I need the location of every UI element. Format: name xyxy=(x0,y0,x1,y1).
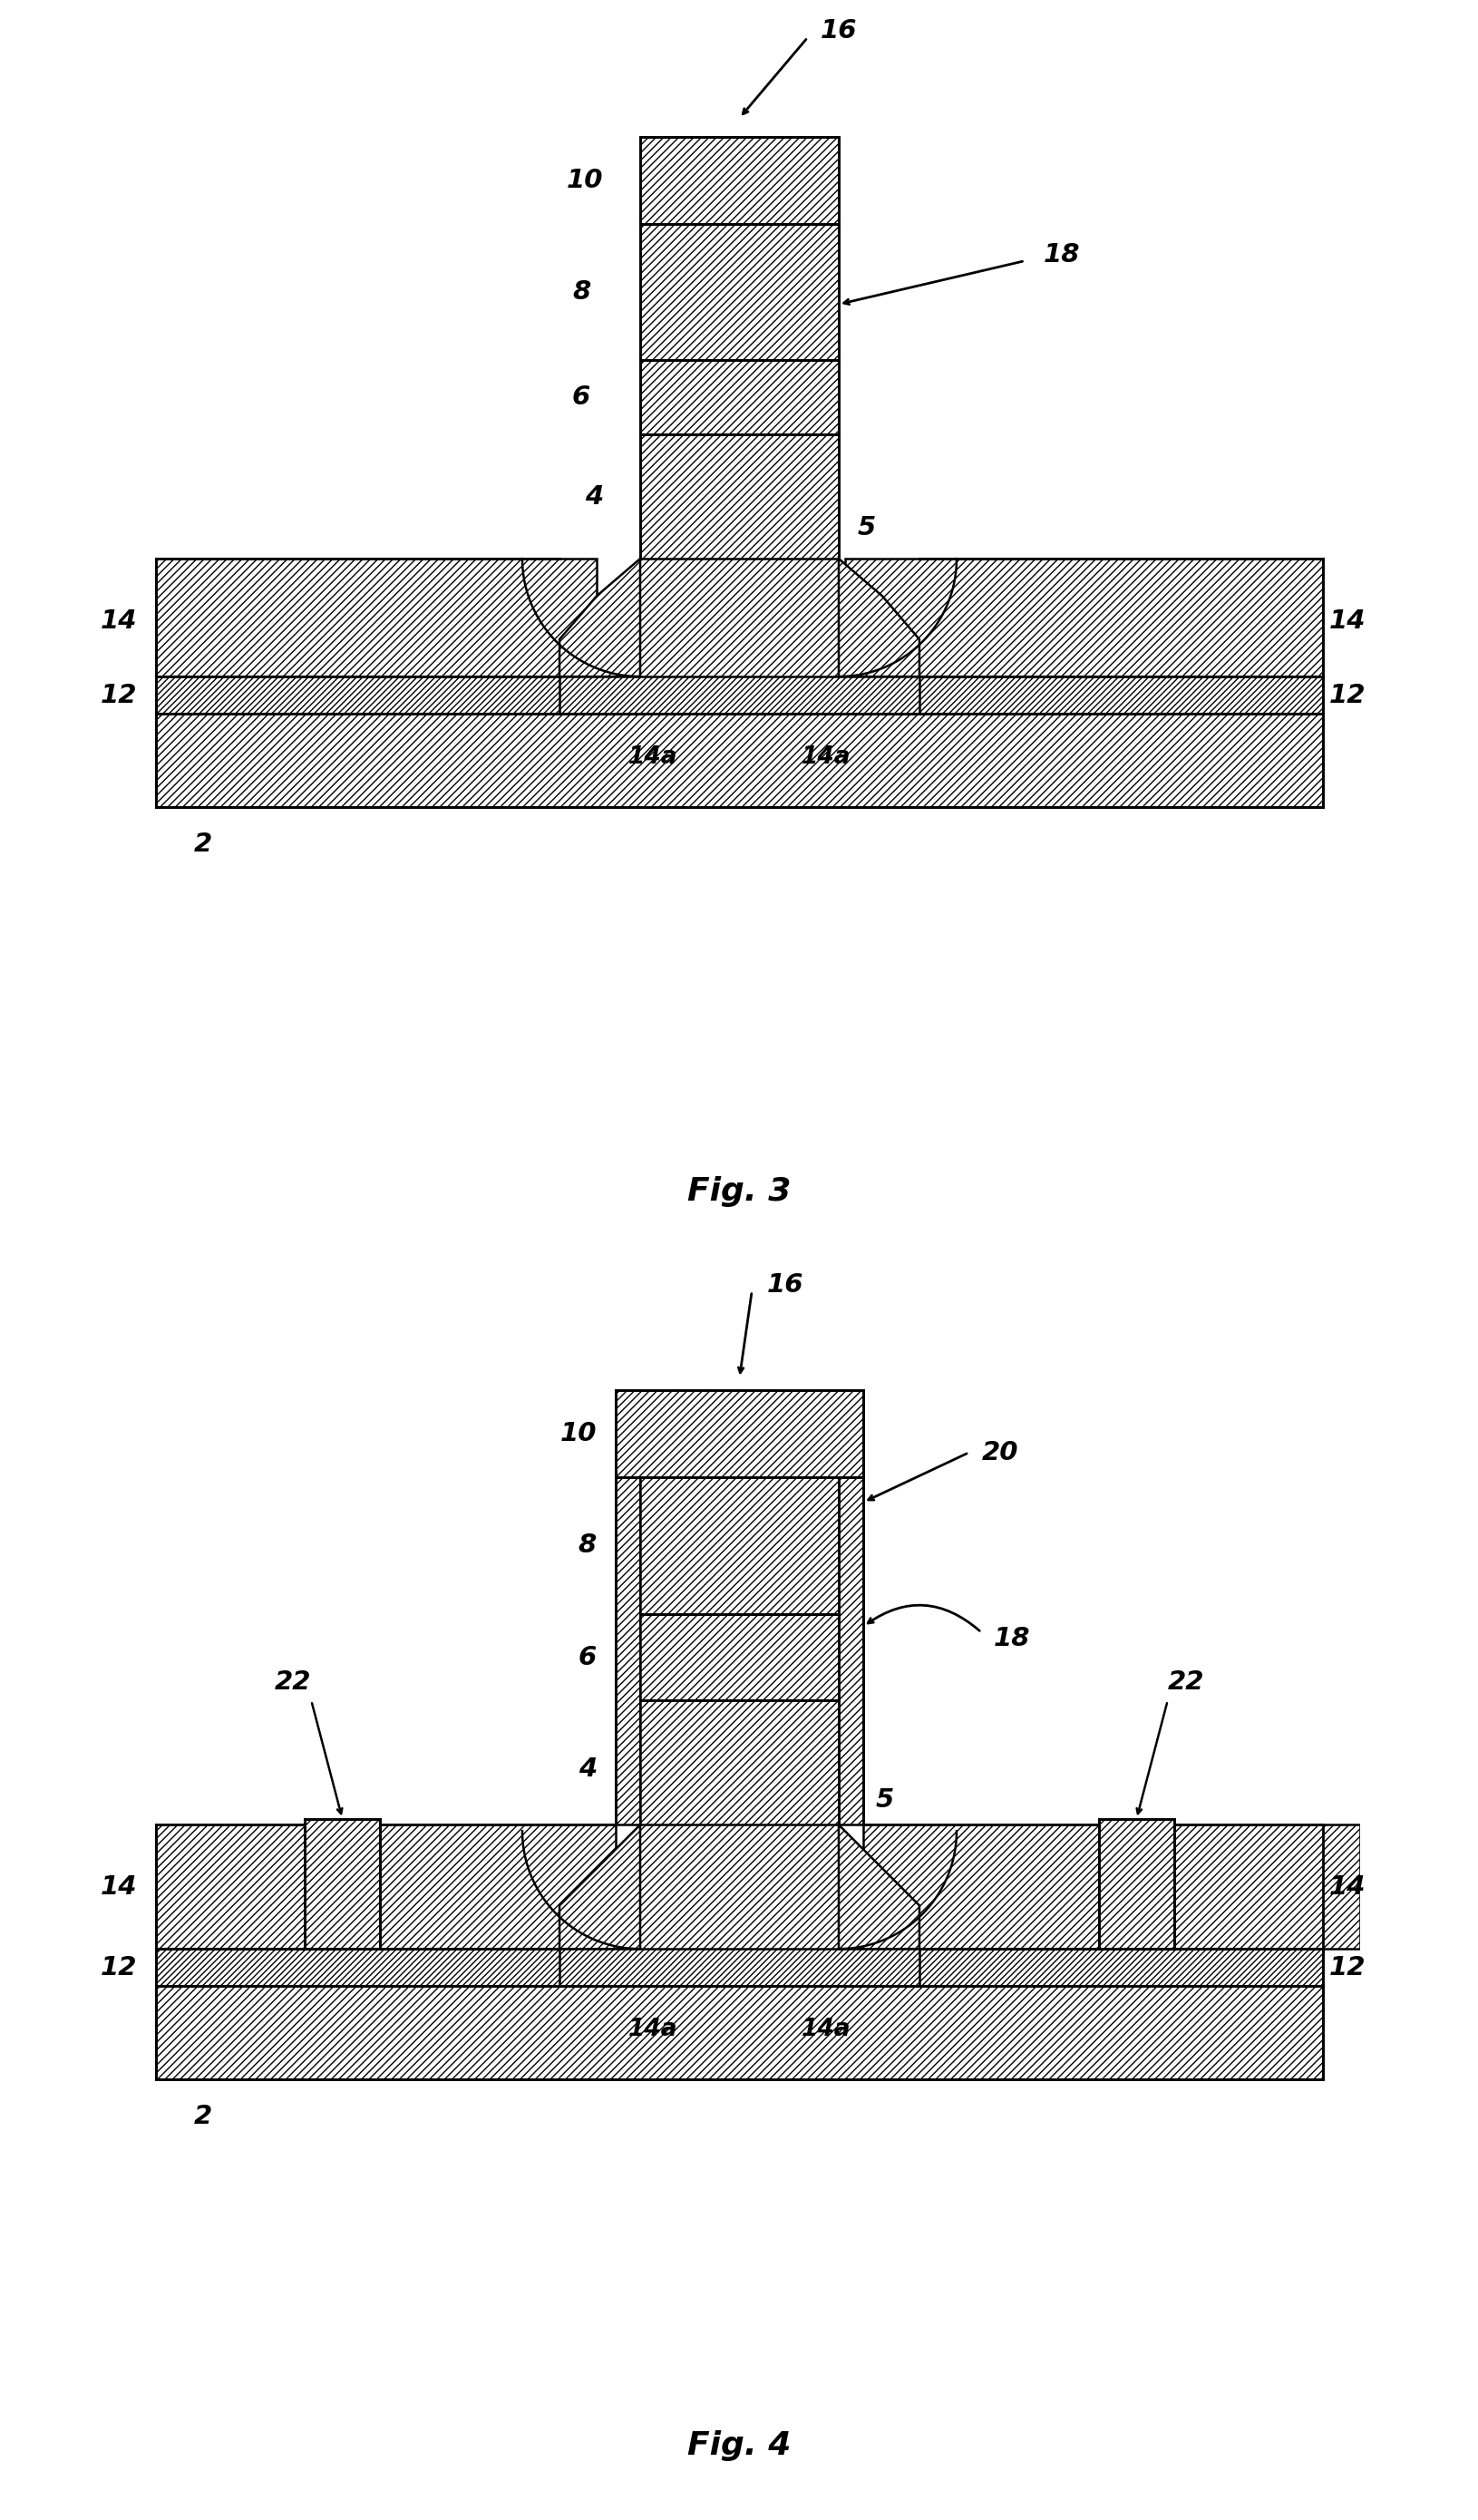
Text: 14: 14 xyxy=(1329,1875,1364,1900)
Polygon shape xyxy=(640,559,838,675)
Bar xyxy=(640,136,838,224)
Text: 14: 14 xyxy=(101,607,137,633)
Text: 5: 5 xyxy=(875,1787,894,1812)
Text: 14a: 14a xyxy=(628,746,677,769)
Polygon shape xyxy=(640,1824,838,1948)
Text: 18: 18 xyxy=(993,1625,1030,1651)
Text: 12: 12 xyxy=(101,683,137,708)
Text: 12: 12 xyxy=(101,1956,137,1981)
Text: 14: 14 xyxy=(101,1875,137,1900)
Bar xyxy=(1137,1824,1360,1948)
Text: 4: 4 xyxy=(584,484,603,509)
Bar xyxy=(615,1391,863,1477)
Bar xyxy=(559,1948,919,1986)
Text: 4: 4 xyxy=(578,1756,596,1782)
Bar xyxy=(157,1824,341,1948)
Polygon shape xyxy=(559,559,640,675)
Bar xyxy=(157,1986,1321,2079)
Bar xyxy=(157,675,1321,713)
Bar xyxy=(640,360,838,433)
Text: 22: 22 xyxy=(1168,1668,1205,1696)
Text: 22: 22 xyxy=(273,1668,310,1696)
Text: 5: 5 xyxy=(857,514,875,539)
Text: 2: 2 xyxy=(194,832,211,857)
Text: 16: 16 xyxy=(820,18,856,43)
Bar xyxy=(157,559,596,675)
Bar xyxy=(640,1477,838,1613)
Bar xyxy=(838,1429,863,1824)
Text: 10: 10 xyxy=(566,166,603,194)
Text: 10: 10 xyxy=(560,1421,596,1446)
Text: 18: 18 xyxy=(1043,242,1079,267)
Text: 8: 8 xyxy=(578,1532,596,1557)
Bar xyxy=(863,1824,1098,1948)
Bar xyxy=(380,1824,615,1948)
Text: 14a: 14a xyxy=(628,2019,677,2041)
Bar xyxy=(844,559,1321,675)
Bar xyxy=(304,1819,380,1948)
Text: Fig. 3: Fig. 3 xyxy=(687,1177,791,1207)
Bar xyxy=(640,1701,838,1824)
Bar xyxy=(1098,1819,1174,1948)
Bar xyxy=(640,433,838,559)
Polygon shape xyxy=(838,559,919,675)
Bar xyxy=(559,675,919,713)
Polygon shape xyxy=(838,1824,919,1948)
Bar xyxy=(157,713,1321,806)
Text: 14a: 14a xyxy=(801,746,850,769)
Text: 20: 20 xyxy=(981,1439,1017,1464)
Text: 16: 16 xyxy=(766,1273,803,1298)
Text: 14: 14 xyxy=(1329,607,1364,633)
Bar xyxy=(640,224,838,360)
Text: Fig. 4: Fig. 4 xyxy=(687,2429,791,2460)
Text: 8: 8 xyxy=(572,280,590,305)
Text: 2: 2 xyxy=(194,2104,211,2129)
Bar xyxy=(157,1948,1321,1986)
Bar xyxy=(640,1613,838,1701)
Text: 12: 12 xyxy=(1329,1956,1364,1981)
Text: 12: 12 xyxy=(1329,683,1364,708)
Polygon shape xyxy=(559,1824,640,1948)
Text: 6: 6 xyxy=(572,386,590,411)
Text: 14a: 14a xyxy=(801,2019,850,2041)
Bar xyxy=(615,1429,640,1824)
Text: 6: 6 xyxy=(578,1646,596,1671)
